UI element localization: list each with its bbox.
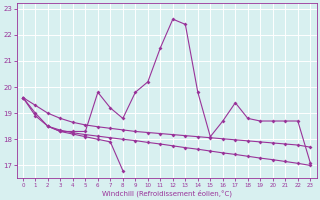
X-axis label: Windchill (Refroidissement éolien,°C): Windchill (Refroidissement éolien,°C) [101,189,232,197]
